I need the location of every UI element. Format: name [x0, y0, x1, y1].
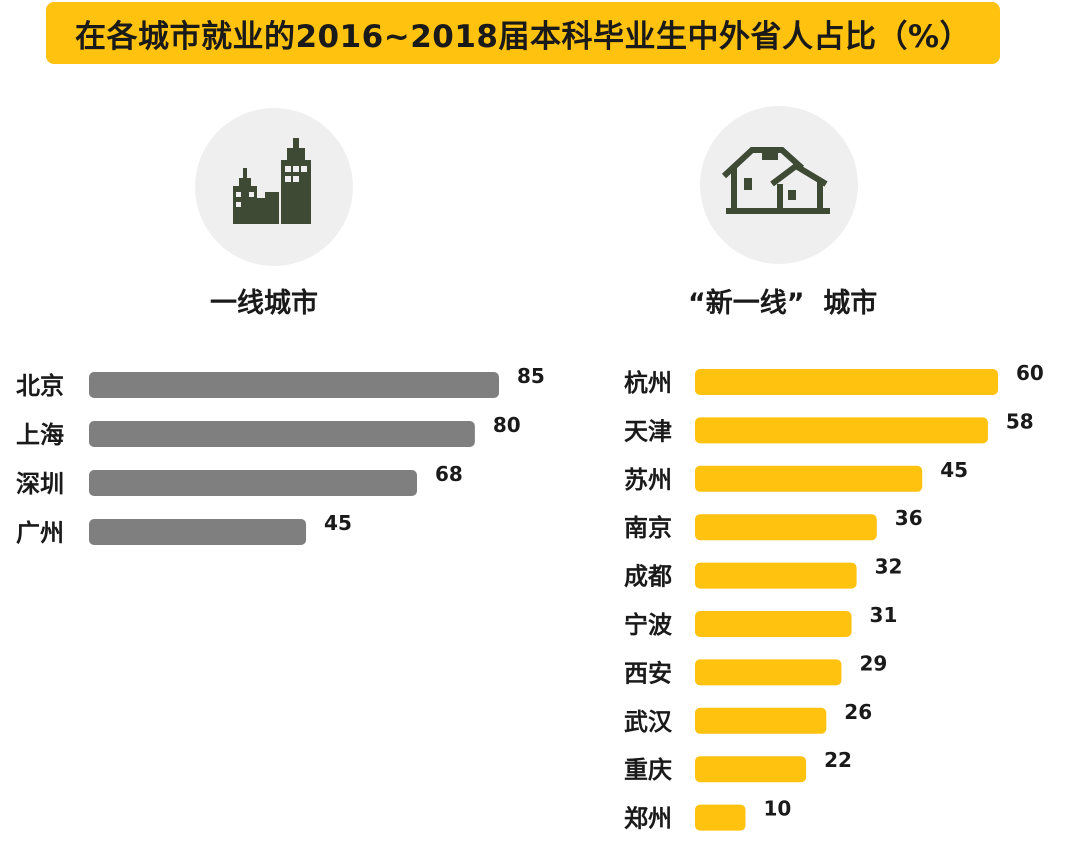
- new-tier1-bar: [695, 514, 877, 541]
- new-tier1-value-label: 58: [1006, 409, 1034, 433]
- new-tier1-bar: [695, 417, 988, 444]
- new-tier1-category-label: 苏州: [624, 466, 672, 494]
- tier1-bar: [89, 372, 499, 398]
- new-tier1-bar: [695, 369, 998, 395]
- new-tier1-value-label: 22: [824, 748, 852, 772]
- new-tier1-value-label: 32: [875, 555, 903, 579]
- chart-title: 在各城市就业的2016~2018届本科毕业生中外省人占比（%）: [74, 18, 972, 55]
- new-tier1-bar: [695, 707, 827, 734]
- tier1-value-label: 80: [493, 413, 521, 437]
- tier1-value-label: 68: [435, 462, 463, 486]
- new-tier1-category-label: 武汉: [624, 708, 673, 736]
- tier1-bar: [89, 519, 307, 545]
- new-tier1-category-label: 天津: [624, 417, 672, 445]
- new-tier1-value-label: 29: [859, 651, 887, 675]
- tier1-bar: [89, 470, 417, 496]
- new-tier1-value-label: 45: [940, 458, 968, 482]
- houses-icon: [721, 147, 830, 214]
- tier1-section-title: 一线城市: [210, 288, 318, 319]
- tier1-category-label: 深圳: [16, 470, 64, 498]
- new-tier1-bar: [695, 611, 852, 637]
- new-tier1-bar: [695, 562, 857, 589]
- new-tier1-value-label: 60: [1016, 361, 1044, 385]
- new-tier1-value-label: 26: [844, 700, 872, 724]
- tier1-category-label: 北京: [16, 372, 64, 400]
- city-icon-circle: [195, 108, 353, 266]
- tier1-bar: [89, 421, 475, 447]
- title-banner: 在各城市就业的2016~2018届本科毕业生中外省人占比（%）: [46, 2, 1000, 64]
- tier1-category-label: 上海: [16, 421, 64, 449]
- city-buildings-icon: [233, 138, 311, 224]
- new-tier1-category-label: 郑州: [624, 805, 672, 833]
- new-tier1-category-label: 成都: [624, 563, 672, 591]
- house-icon-circle: [700, 106, 858, 264]
- new-tier1-category-label: 重庆: [624, 756, 672, 784]
- new-tier1-value-label: 10: [764, 797, 792, 821]
- tier1-category-label: 广州: [16, 519, 64, 547]
- tier1-value-label: 45: [324, 511, 352, 535]
- new-tier1-value-label: 36: [895, 506, 923, 530]
- tier1-value-label: 85: [517, 364, 545, 388]
- new-tier1-bar: [695, 804, 746, 831]
- new-tier1-bar: [695, 465, 923, 492]
- new-tier1-category-label: 南京: [624, 514, 672, 542]
- new-tier1-value-label: 31: [870, 603, 898, 627]
- new-tier1-bar: [695, 756, 807, 783]
- new-tier1-category-label: 宁波: [624, 611, 673, 639]
- new-tier1-section-title: “新一线” 城市: [688, 288, 878, 319]
- new-tier1-category-label: 西安: [624, 659, 672, 687]
- new-tier1-bar: [695, 659, 842, 686]
- new-tier1-category-label: 杭州: [624, 369, 672, 397]
